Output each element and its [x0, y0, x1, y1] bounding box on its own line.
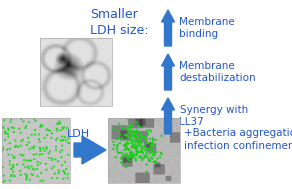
Text: +Bacteria aggregation for
infection confinement: +Bacteria aggregation for infection conf…: [184, 128, 292, 151]
Bar: [40, 38, 112, 106]
Bar: [108, 118, 180, 183]
Polygon shape: [161, 10, 175, 46]
Bar: [2, 118, 70, 183]
Text: LDH: LDH: [67, 129, 90, 139]
Polygon shape: [74, 136, 106, 164]
Text: Membrane
destabilization: Membrane destabilization: [180, 61, 256, 83]
Polygon shape: [161, 98, 175, 134]
Text: Membrane
binding: Membrane binding: [180, 17, 235, 39]
Polygon shape: [161, 54, 175, 90]
Text: Synergy with
LL37: Synergy with LL37: [180, 105, 248, 127]
Text: Smaller
LDH size:: Smaller LDH size:: [90, 8, 149, 37]
